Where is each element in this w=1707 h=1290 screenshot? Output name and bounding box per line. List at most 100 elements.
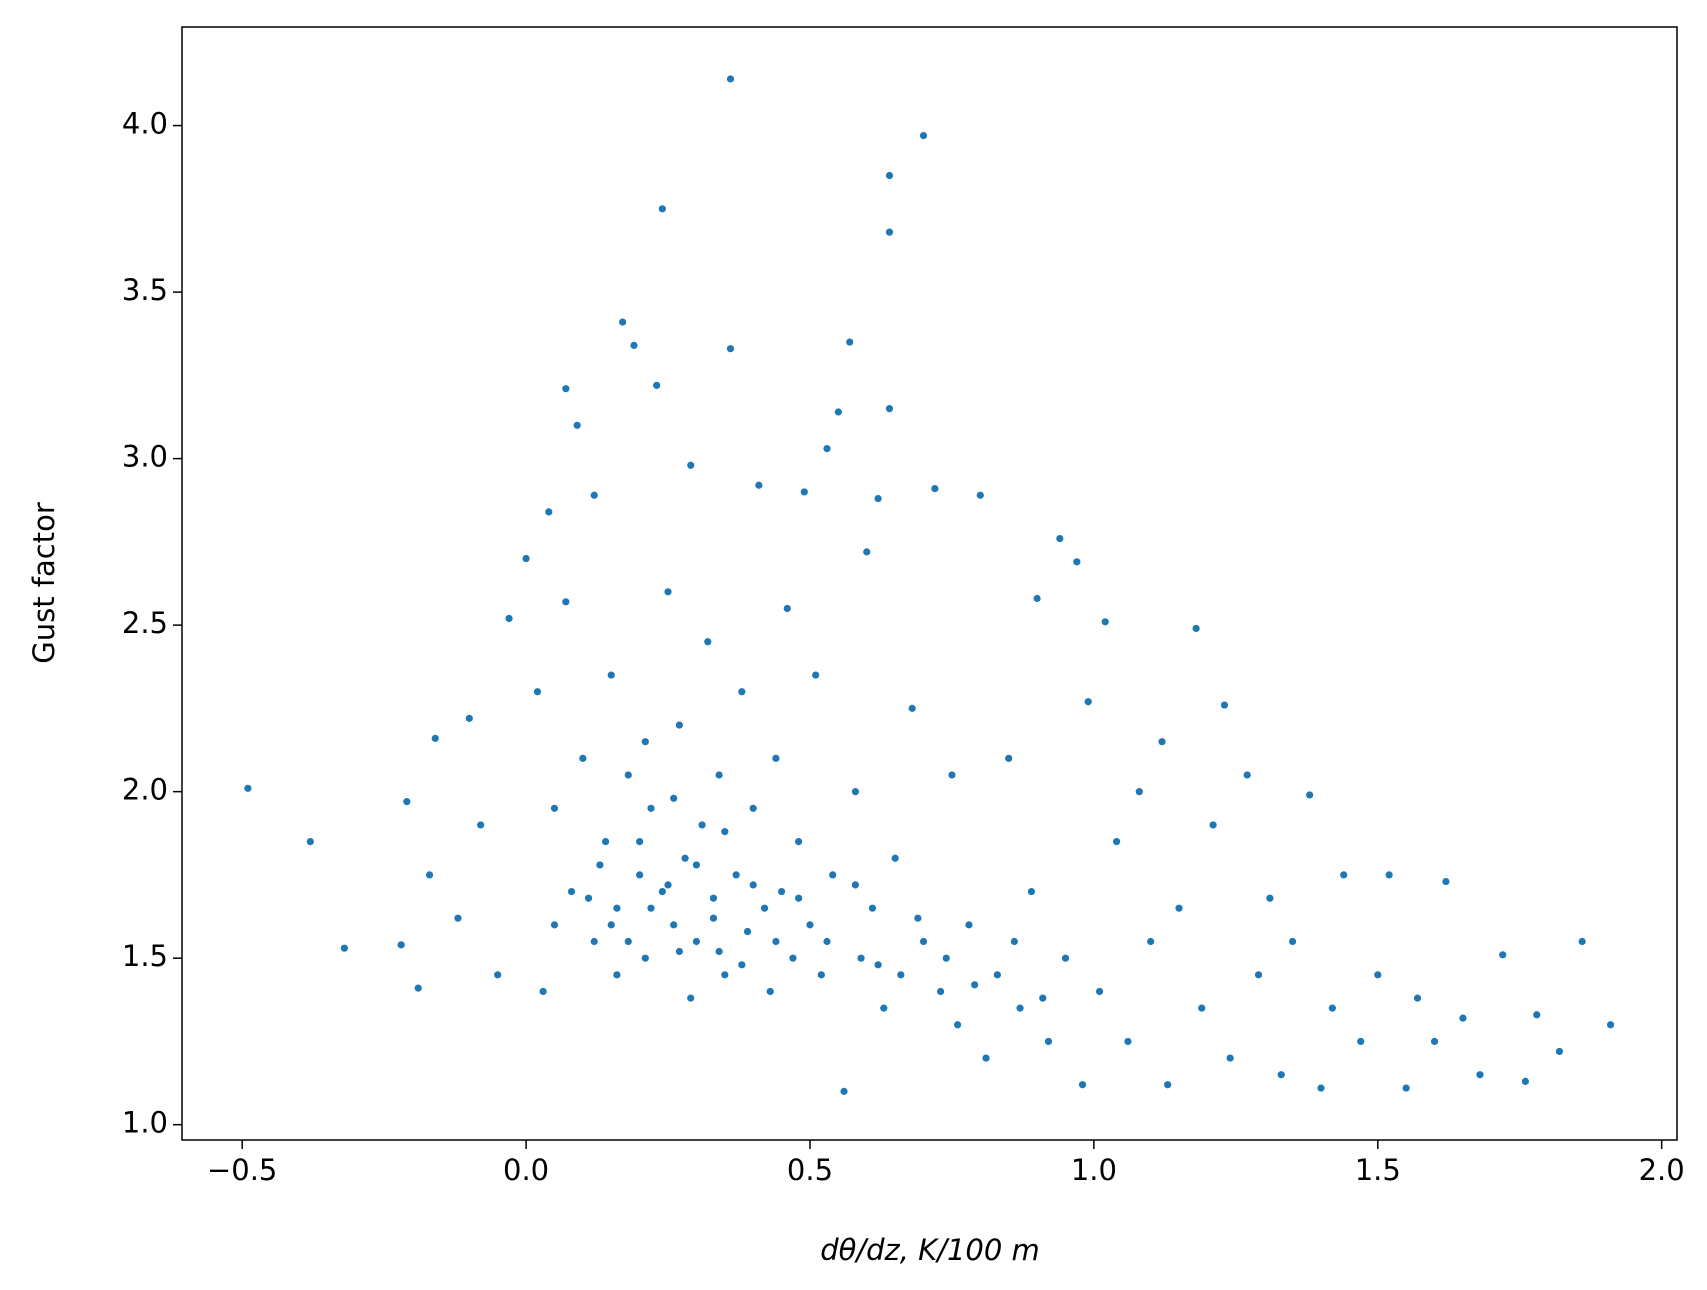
point xyxy=(550,921,559,929)
point xyxy=(1027,887,1036,896)
point xyxy=(596,861,604,869)
point xyxy=(454,914,462,922)
point xyxy=(653,381,661,389)
point xyxy=(1476,1071,1484,1079)
point xyxy=(1056,534,1064,543)
point xyxy=(1413,994,1422,1002)
point xyxy=(425,871,434,879)
y-tick-label: 3.5 xyxy=(122,273,168,307)
point xyxy=(777,887,786,896)
point xyxy=(664,588,672,596)
point xyxy=(931,484,939,493)
point xyxy=(1226,1054,1234,1062)
point xyxy=(692,937,701,946)
point xyxy=(533,688,542,696)
point xyxy=(675,721,683,729)
point xyxy=(494,971,502,979)
point xyxy=(601,838,610,846)
point xyxy=(721,828,729,836)
point xyxy=(670,921,678,929)
point xyxy=(749,804,757,812)
point xyxy=(982,1054,990,1062)
point xyxy=(641,738,649,746)
point xyxy=(772,937,780,946)
point xyxy=(1340,871,1348,879)
point xyxy=(573,421,581,429)
point xyxy=(1254,971,1263,979)
point xyxy=(1078,1081,1087,1089)
point xyxy=(584,894,593,902)
point xyxy=(1402,1084,1410,1092)
point xyxy=(919,131,928,140)
point xyxy=(789,954,797,962)
point xyxy=(834,408,842,416)
point xyxy=(851,788,860,796)
point xyxy=(1442,877,1450,886)
point xyxy=(954,1021,962,1029)
point xyxy=(1033,594,1041,603)
point xyxy=(726,75,735,83)
point xyxy=(885,405,894,413)
point xyxy=(1095,987,1104,996)
y-tick-label: 2.5 xyxy=(122,606,168,640)
point xyxy=(914,914,922,922)
point xyxy=(1147,937,1155,946)
point xyxy=(505,614,513,623)
point xyxy=(624,937,632,946)
point xyxy=(607,921,615,929)
point xyxy=(1385,871,1393,879)
point xyxy=(545,508,553,516)
y-axis-label: Gust factor xyxy=(27,502,61,664)
point xyxy=(619,318,627,326)
point xyxy=(1357,1037,1365,1046)
point xyxy=(885,228,894,236)
point xyxy=(760,904,769,912)
point xyxy=(721,971,729,979)
point xyxy=(675,947,683,956)
point xyxy=(465,714,473,722)
y-tick-label: 3.0 xyxy=(122,440,168,474)
point xyxy=(846,338,854,346)
point xyxy=(942,954,950,962)
point xyxy=(607,671,615,679)
point xyxy=(562,598,570,606)
point xyxy=(1158,738,1166,746)
point xyxy=(823,937,831,946)
x-tick-label: −0.5 xyxy=(207,1153,277,1187)
point xyxy=(1198,1004,1206,1012)
point xyxy=(613,904,621,912)
point xyxy=(1459,1014,1467,1022)
point xyxy=(641,954,649,962)
point xyxy=(550,804,559,812)
point xyxy=(1135,788,1143,796)
point xyxy=(738,688,746,696)
point xyxy=(613,971,621,979)
point xyxy=(414,984,422,992)
point xyxy=(1175,904,1183,912)
point xyxy=(851,881,860,889)
x-axis-label: dθ/dz, K/100 m xyxy=(820,1233,1040,1267)
point xyxy=(590,491,598,499)
point xyxy=(1430,1037,1439,1046)
point xyxy=(624,771,632,779)
point xyxy=(1016,1004,1024,1012)
x-tick-label: 0.5 xyxy=(787,1153,833,1187)
point xyxy=(1073,558,1081,566)
point xyxy=(431,734,439,742)
point xyxy=(1317,1084,1325,1092)
point xyxy=(687,461,695,469)
point xyxy=(692,861,701,869)
point xyxy=(403,798,411,806)
point xyxy=(1084,698,1092,706)
y-tick-label: 1.5 xyxy=(122,939,168,973)
point xyxy=(670,794,678,802)
point xyxy=(823,445,831,453)
point xyxy=(1374,971,1382,979)
point xyxy=(1533,1011,1541,1019)
point xyxy=(1164,1081,1172,1089)
point xyxy=(1328,1004,1336,1012)
point xyxy=(772,754,780,762)
point xyxy=(874,494,882,503)
point xyxy=(868,904,877,912)
point xyxy=(477,821,485,829)
